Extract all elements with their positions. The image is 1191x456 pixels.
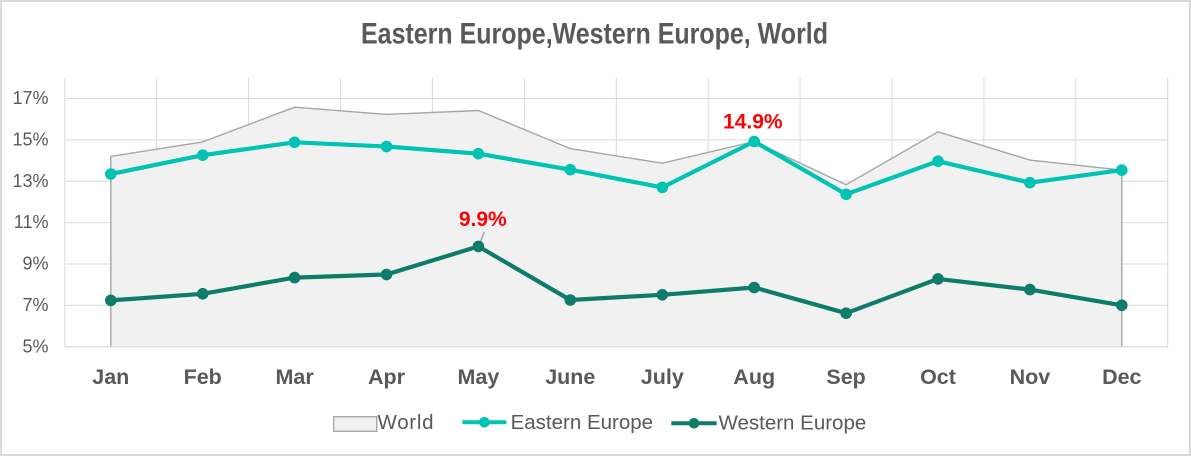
- svg-text:14.9%: 14.9%: [723, 111, 783, 134]
- svg-text:5%: 5%: [22, 336, 48, 356]
- svg-text:Feb: Feb: [184, 365, 222, 389]
- svg-text:Eastern Europe: Eastern Europe: [511, 411, 653, 434]
- svg-text:Nov: Nov: [1010, 365, 1051, 389]
- svg-text:Eastern Europe,Western Europe,: Eastern Europe,Western Europe, World: [361, 18, 828, 51]
- svg-text:9.9%: 9.9%: [459, 208, 507, 231]
- svg-text:World: World: [378, 411, 434, 434]
- svg-text:Mar: Mar: [275, 365, 314, 389]
- svg-text:Jan: Jan: [92, 365, 129, 389]
- svg-text:Aug: Aug: [733, 365, 775, 389]
- svg-text:July: July: [641, 365, 684, 389]
- svg-text:June: June: [545, 365, 595, 389]
- svg-text:Western Europe: Western Europe: [719, 412, 867, 435]
- svg-text:7%: 7%: [22, 295, 48, 315]
- svg-text:May: May: [457, 365, 499, 389]
- svg-text:11%: 11%: [14, 212, 49, 232]
- svg-text:17%: 17%: [12, 88, 48, 108]
- svg-text:Oct: Oct: [920, 365, 956, 389]
- svg-text:9%: 9%: [22, 254, 48, 274]
- svg-text:13%: 13%: [12, 171, 48, 191]
- svg-text:15%: 15%: [12, 130, 48, 150]
- svg-text:Sep: Sep: [826, 365, 865, 389]
- svg-text:Dec: Dec: [1102, 365, 1141, 389]
- svg-text:Apr: Apr: [368, 365, 406, 389]
